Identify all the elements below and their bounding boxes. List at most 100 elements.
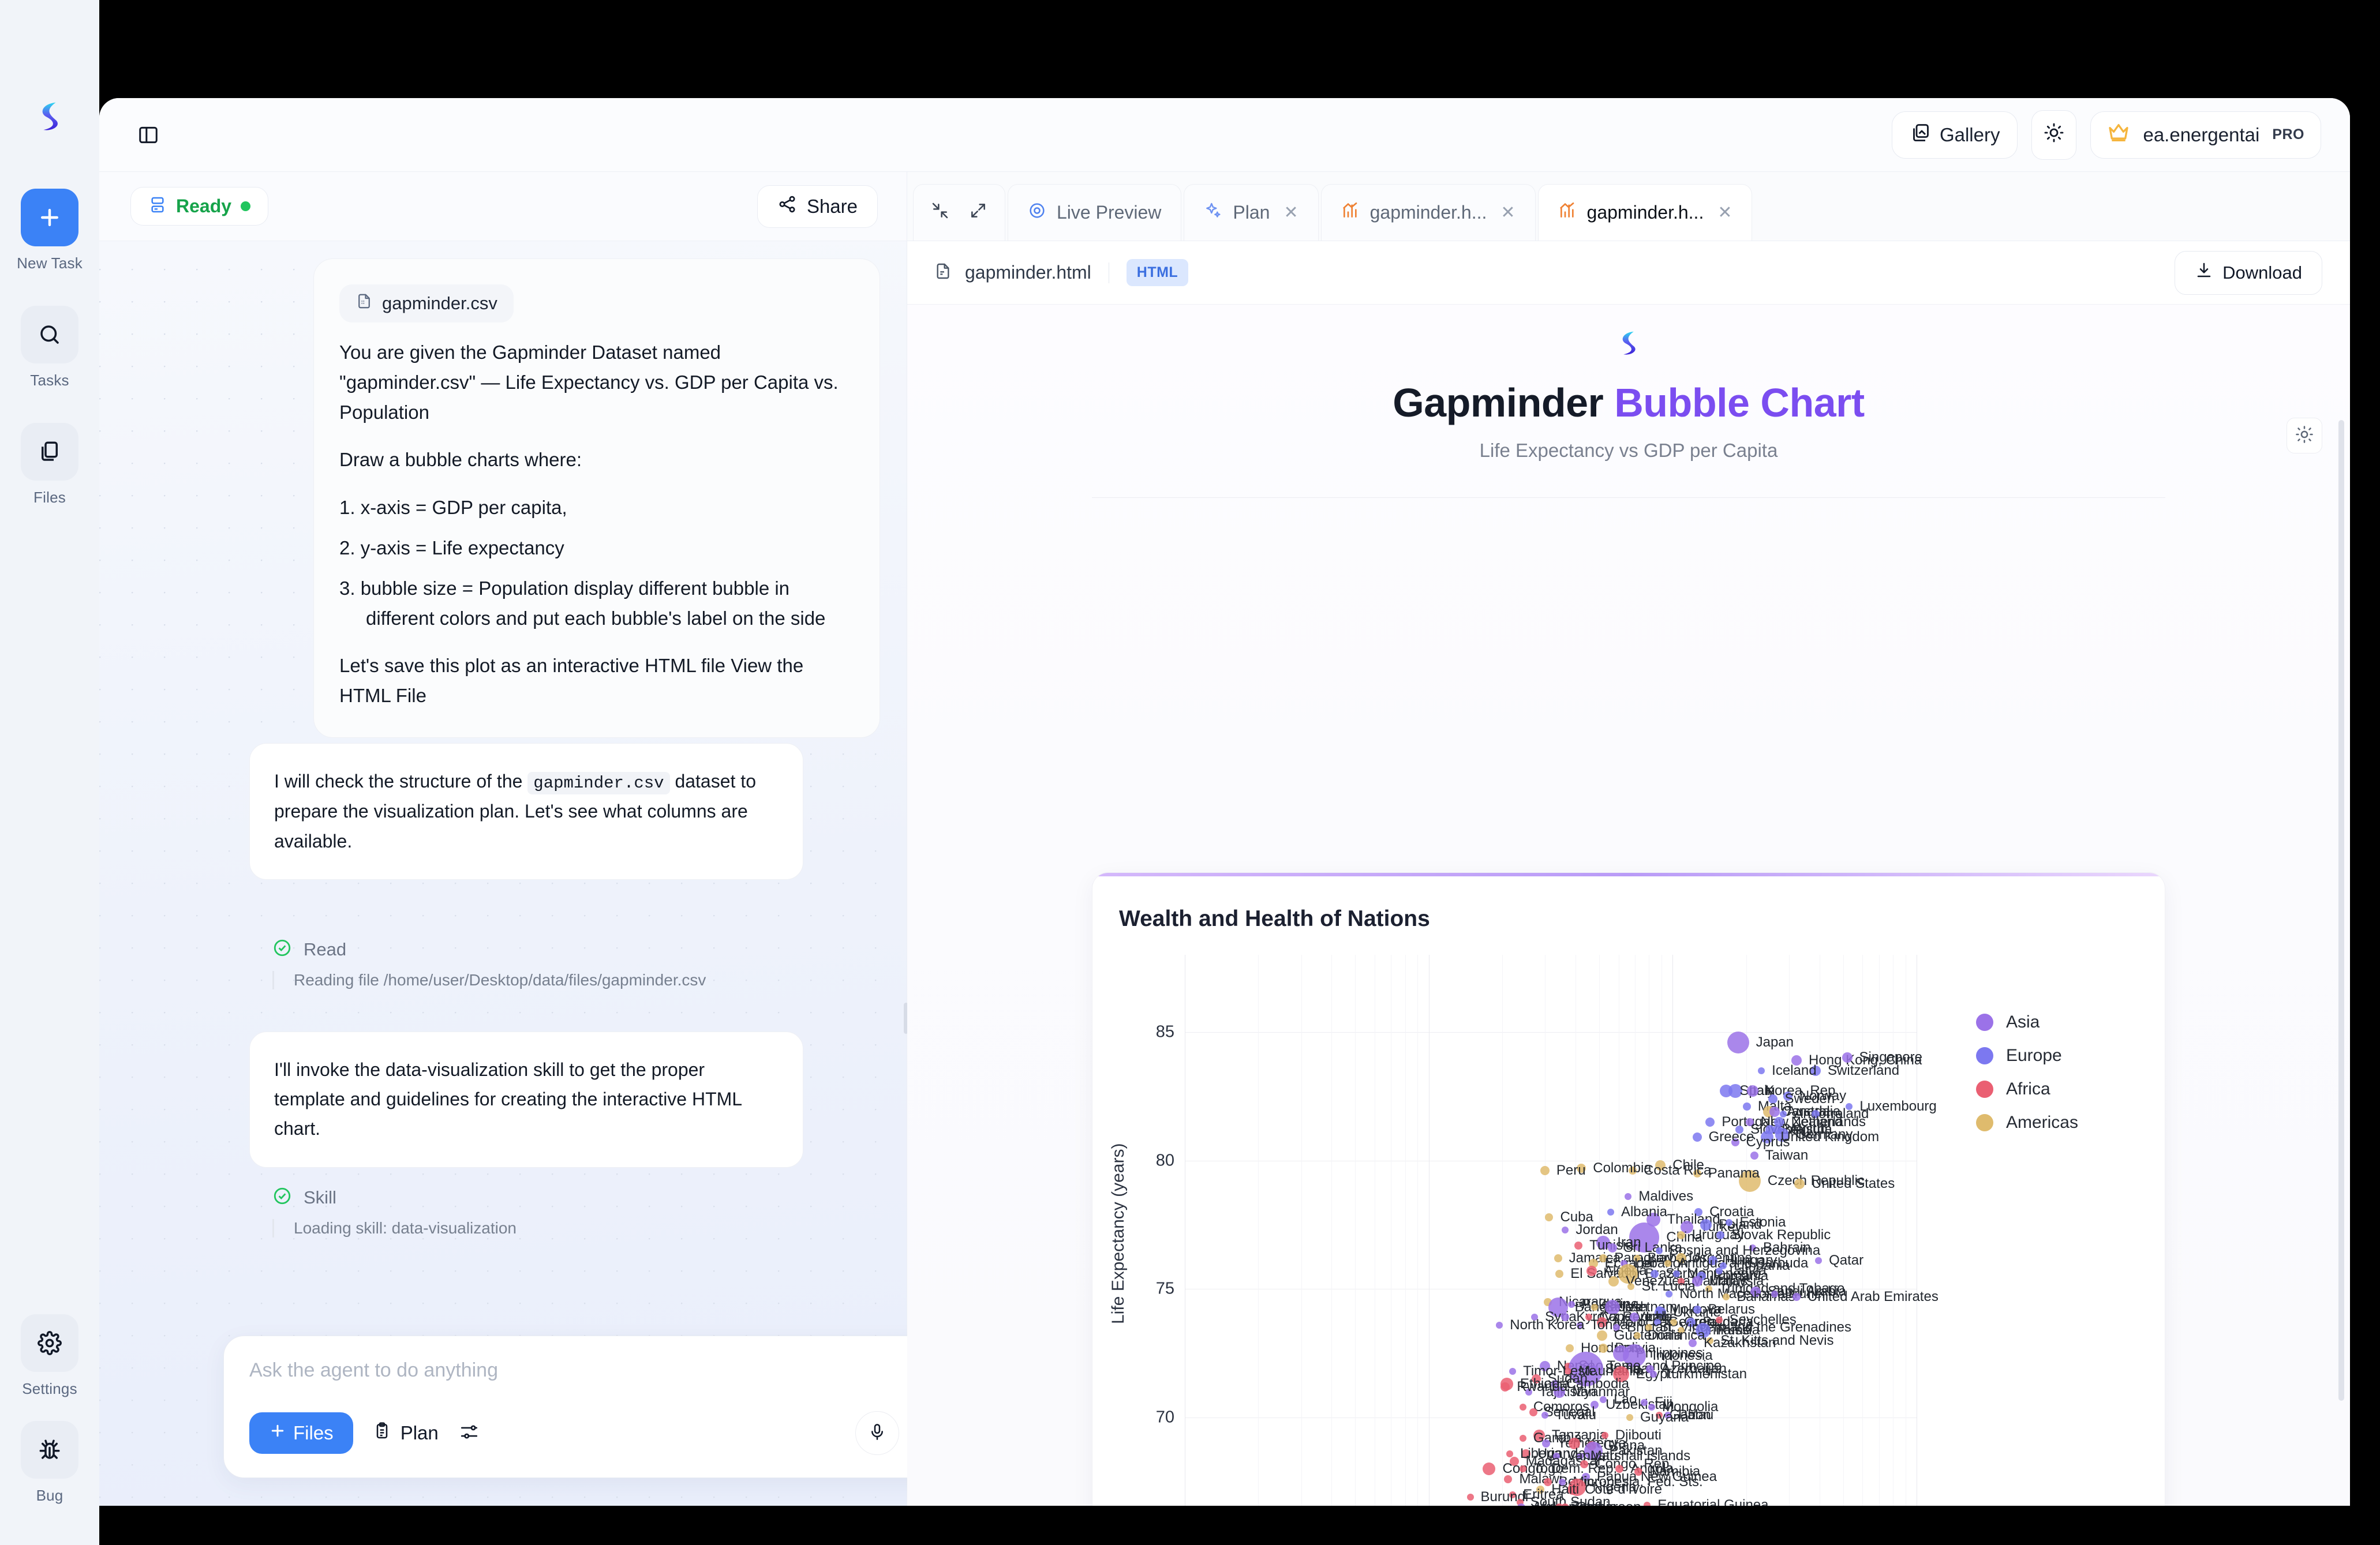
bubble-papua-new-guinea[interactable]	[1581, 1472, 1590, 1481]
panel-resize-handle[interactable]	[904, 1003, 908, 1034]
bubble-maldives[interactable]	[1625, 1192, 1632, 1200]
bubble-uzbekistan[interactable]	[1591, 1401, 1599, 1409]
sidebar-item-bug[interactable]: Bug	[21, 1421, 78, 1505]
bubble-gabon[interactable]	[1655, 1411, 1663, 1419]
bubble-estonia[interactable]	[1726, 1218, 1733, 1226]
bubble-bolivia[interactable]	[1599, 1343, 1608, 1353]
bubble-albania[interactable]	[1607, 1208, 1614, 1216]
bubble-st-lucia[interactable]	[1627, 1282, 1635, 1290]
add-files-button[interactable]: Files	[249, 1412, 353, 1454]
legend-item-africa[interactable]: Africa	[1975, 1079, 2078, 1099]
bubble-dominica[interactable]	[1633, 1332, 1641, 1339]
tab-plan[interactable]: Plan ✕	[1184, 184, 1319, 241]
bubble-ireland[interactable]	[1812, 1110, 1820, 1119]
bubble-benin[interactable]	[1543, 1477, 1552, 1486]
bubble-vietnam[interactable]	[1604, 1299, 1620, 1315]
bubble-palau[interactable]	[1664, 1411, 1671, 1419]
bubble-yemen[interactable]	[1542, 1439, 1551, 1447]
legend-item-asia[interactable]: Asia	[1975, 1012, 2078, 1032]
bubble-russia[interactable]	[1695, 1322, 1711, 1338]
bubble-trinidad-and-tobago[interactable]	[1705, 1285, 1712, 1293]
bubble-qatar[interactable]	[1815, 1257, 1823, 1265]
bubble-spain[interactable]	[1720, 1085, 1733, 1098]
bubble-malta[interactable]	[1742, 1102, 1751, 1111]
bubble-barbados[interactable]	[1633, 1254, 1641, 1262]
bubble-luxembourg[interactable]	[1846, 1102, 1853, 1110]
bubble-paraguay[interactable]	[1599, 1254, 1608, 1262]
bubble-marshall-islands[interactable]	[1576, 1453, 1584, 1460]
bubble-angola[interactable]	[1615, 1465, 1624, 1473]
sidebar-item-new-task[interactable]: New Task	[17, 189, 83, 272]
bubble-cape-verde[interactable]	[1585, 1314, 1592, 1321]
bubble-el-salvador[interactable]	[1555, 1269, 1564, 1278]
bubble-czech-republic[interactable]	[1738, 1170, 1761, 1192]
bubble-cote-d-ivoire[interactable]	[1567, 1484, 1578, 1495]
close-icon[interactable]: ✕	[1500, 203, 1515, 222]
bubble-turkey[interactable]	[1680, 1221, 1693, 1234]
bubble-algeria[interactable]	[1586, 1266, 1597, 1277]
legend-item-americas[interactable]: Americas	[1975, 1113, 2078, 1132]
bubble-bahrain[interactable]	[1749, 1244, 1756, 1252]
bubble-singapore[interactable]	[1842, 1052, 1853, 1063]
bubble-netherlands[interactable]	[1773, 1116, 1784, 1127]
bubble-argentina[interactable]	[1675, 1252, 1686, 1263]
tab-gapminder-2[interactable]: gapminder.h... ✕	[1537, 184, 1753, 241]
bubble-indonesia[interactable]	[1622, 1344, 1646, 1368]
bubble-hong-kong-china[interactable]	[1791, 1055, 1802, 1066]
bubble-cameroon[interactable]	[1561, 1503, 1570, 1506]
bubble-samoa[interactable]	[1591, 1365, 1599, 1372]
bubble-tajikistan[interactable]	[1525, 1388, 1532, 1396]
bubble-china[interactable]	[1629, 1222, 1660, 1253]
bubble-st-vincent-and-the-grenadines[interactable]	[1645, 1324, 1652, 1332]
bubble-latvia[interactable]	[1715, 1268, 1723, 1275]
gallery-button[interactable]: Gallery	[1891, 111, 2018, 159]
bubble-djibouti[interactable]	[1601, 1432, 1608, 1439]
collapse-icon[interactable]	[931, 201, 949, 224]
bubble-namibia[interactable]	[1634, 1467, 1643, 1476]
bubble-mauritania[interactable]	[1565, 1368, 1572, 1375]
bubble-new-zealand[interactable]	[1745, 1118, 1754, 1126]
bubble-palestine[interactable]	[1567, 1301, 1575, 1308]
bubble-slovenia[interactable]	[1735, 1126, 1744, 1134]
bubble-united-kingdom[interactable]	[1761, 1131, 1774, 1144]
bubble-comoros[interactable]	[1519, 1404, 1526, 1411]
bubble-seychelles[interactable]	[1715, 1316, 1723, 1323]
bubble-kazakhstan[interactable]	[1688, 1339, 1697, 1348]
bubble-portugal[interactable]	[1705, 1117, 1715, 1127]
bubble-syria[interactable]	[1531, 1314, 1539, 1321]
sidebar-item-files[interactable]: Files	[21, 423, 78, 507]
bubble-north-macedonia[interactable]	[1666, 1291, 1673, 1298]
bubble-tunisia[interactable]	[1574, 1241, 1583, 1250]
bubble-panama[interactable]	[1693, 1169, 1701, 1178]
bubble-congo-rep-[interactable]	[1580, 1460, 1589, 1468]
bubble-burundi[interactable]	[1466, 1494, 1474, 1501]
bubble-egypt[interactable]	[1612, 1366, 1629, 1382]
bubble-united-states[interactable]	[1794, 1178, 1805, 1189]
bubble-malaysia[interactable]	[1692, 1276, 1702, 1287]
theme-toggle-button[interactable]	[2031, 110, 2077, 160]
bubble-suriname[interactable]	[1677, 1326, 1685, 1334]
bubble-jamaica[interactable]	[1554, 1254, 1562, 1262]
bubble-korea-rep-[interactable]	[1746, 1085, 1758, 1097]
bubble-uganda[interactable]	[1521, 1449, 1530, 1458]
message-thread[interactable]: gapminder.csv You are given the Gapminde…	[99, 241, 907, 1506]
bubble-bhutan[interactable]	[1613, 1324, 1621, 1332]
bubble-afghanistan[interactable]	[1517, 1503, 1526, 1506]
bubble-belize[interactable]	[1591, 1303, 1599, 1311]
bubble-colombia[interactable]	[1577, 1163, 1586, 1173]
bubble-georgia[interactable]	[1654, 1319, 1661, 1326]
bubble-sweden[interactable]	[1768, 1094, 1778, 1104]
bubble-st-kitts-and-nevis[interactable]	[1707, 1337, 1714, 1344]
bubble-north-korea[interactable]	[1496, 1321, 1503, 1329]
bubble-rwanda[interactable]	[1500, 1382, 1510, 1392]
bubble-turkmenistan[interactable]	[1649, 1370, 1657, 1378]
bubble-australia[interactable]	[1769, 1106, 1780, 1117]
bubble-lithuania[interactable]	[1720, 1262, 1727, 1270]
bubble-kenya[interactable]	[1568, 1437, 1580, 1449]
bubble-myanmar[interactable]	[1554, 1386, 1566, 1398]
bubble-jordan[interactable]	[1562, 1226, 1569, 1233]
bubble-south-sudan[interactable]	[1516, 1499, 1524, 1506]
bubble-brunei[interactable]	[1771, 1291, 1778, 1298]
bubble-tonga[interactable]	[1576, 1321, 1584, 1329]
bubble-iraq[interactable]	[1629, 1312, 1639, 1322]
